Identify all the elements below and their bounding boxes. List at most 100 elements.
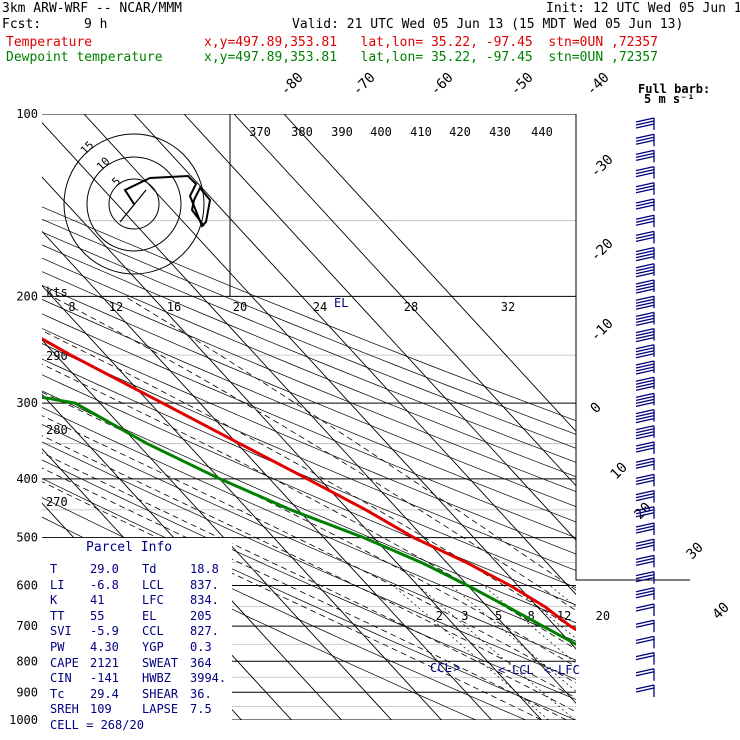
wind-barb-icon [635,570,655,584]
wind-barb-icon [635,198,655,211]
dry-adiabat-line [42,206,576,422]
speed-tick-label: 24 [313,300,327,314]
dry-adiabat-line [42,231,576,449]
wind-barb-icon [635,182,655,195]
parcel-info-row: T 29.0 Td 18.8 [50,562,234,578]
lfc-marker-label: LFC [558,663,580,677]
parcel-value: 7.5 [190,702,212,717]
wind-barb-icon [635,295,655,310]
storm-motion-vector [119,189,147,223]
dewpoint-legend: Dewpoint temperature [6,50,163,65]
theta-tick-label: 410 [410,125,432,139]
isotherm-line [42,176,542,720]
dry-adiabat-line [42,459,576,700]
wind-barb-icon [635,651,655,665]
mixing-ratio-label: 5 [495,609,502,623]
parcel-value: 827. [190,624,219,639]
parcel-info-row: SREH 109 LAPSE 7.5 [50,702,234,718]
theta-tick-label: 380 [291,125,313,139]
parcel-value: 0.3 [190,639,212,654]
wind-barb-icon [635,603,655,616]
dry-adiabat-line [42,441,576,680]
pressure-tick-label: 300 [16,396,38,410]
lcl-marker-label: LCL [512,663,534,677]
dry-adiabat-line [42,313,576,539]
parcel-label: LI [50,577,65,592]
ccl-arrow-icon: -> [446,661,460,675]
parcel-info-title: Parcel Info [86,540,173,555]
parcel-label: YGP [142,639,164,654]
theta-side-label: 270 [46,495,68,509]
parcel-label: SREH [50,702,79,717]
isotherm-line [42,285,442,720]
parcel-info-panel: Parcel Info T 29.0 Td 18.8 LI -6.8 LCL 837. K 41 L… [42,538,234,732]
lcl-arrow-icon: <- [498,663,512,677]
wind-barb-icon [635,684,655,697]
parcel-info-row: PW 4.30 YGP 0.3 [50,640,234,656]
pressure-tick-label: 100 [16,107,38,121]
temperature-legend: Temperature [6,35,93,50]
wind-barb-icon [635,554,655,568]
wind-barb-icon [635,133,655,147]
hodograph-units-label: kts [46,285,68,299]
speed-tick-label: 8 [68,300,75,314]
parcel-label: CCL [142,624,164,639]
parcel-label: SHEAR [142,686,179,701]
wind-barb-icon [635,311,655,327]
dry-adiabat-line [42,424,576,661]
moist-adiabat-line [42,391,576,668]
isotherm-line [42,230,492,720]
hodograph-ring-label: 15 [78,139,97,158]
plot-lower-border [575,470,690,581]
hodograph-ring [86,156,182,252]
parcel-label: EL [142,608,157,623]
wind-barb-icon [635,279,655,294]
pressure-tick-label: 200 [16,289,38,303]
mixing-ratio-label: 2 [436,609,443,623]
parcel-value: 3994. [190,671,227,686]
mixing-ratio-line [549,585,576,608]
wind-barb-icon [635,360,655,375]
theta-side-label: 280 [46,423,68,437]
dry-adiabat-line [42,284,576,507]
theta-tick-label: 400 [370,125,392,139]
parcel-value: 205 [190,608,212,623]
isotherm-tick-label: -60 [428,70,457,99]
parcel-label: K [50,593,58,608]
lfc-arrow-icon: <- [544,663,558,677]
theta-tick-label: 370 [249,125,271,139]
parcel-label: TT [50,608,65,623]
wind-barb-icon [635,214,655,228]
parcel-value: 55 [90,608,105,623]
mixing-ratio-label: 3 [461,609,468,623]
mixing-ratio-line [392,585,549,720]
isotherm-line [283,114,576,433]
isotherm-tick-label: -70 [350,70,379,99]
theta-side-label: 290 [46,349,68,363]
wind-barb-icon [635,425,655,440]
parcel-value: 29.4 [90,686,119,701]
isotherm-tick-label: -80 [278,70,307,99]
parcel-value: 18.8 [190,562,219,576]
parcel-cell: CELL = 268/20 [50,718,144,732]
wind-barb-icon [635,344,655,359]
temperature-profile-line [42,337,576,632]
forecast-label: Fcst: [2,17,42,32]
isotherm-line [42,339,392,720]
pressure-tick-label: 900 [16,685,38,699]
wind-barb-icon [635,489,655,503]
dry-adiabat-line [42,299,576,523]
dewpoint-location: x,y=497.89,353.81 lat,lon= 35.22, -97.45… [204,50,658,65]
dry-adiabat-line [42,328,576,555]
dry-adiabat-line [42,244,576,463]
wind-barb-icon [635,230,655,244]
pressure-tick-label: 800 [16,654,38,668]
parcel-label: HWBZ [142,671,171,686]
wind-barb-icon [635,619,655,633]
wind-barb-icon [635,457,655,471]
theta-tick-label: 420 [449,125,471,139]
theta-tick-label: 390 [331,125,353,139]
wind-barb-icon [635,263,655,278]
wind-barb-icon [635,635,655,649]
parcel-label: SVI [50,624,72,639]
